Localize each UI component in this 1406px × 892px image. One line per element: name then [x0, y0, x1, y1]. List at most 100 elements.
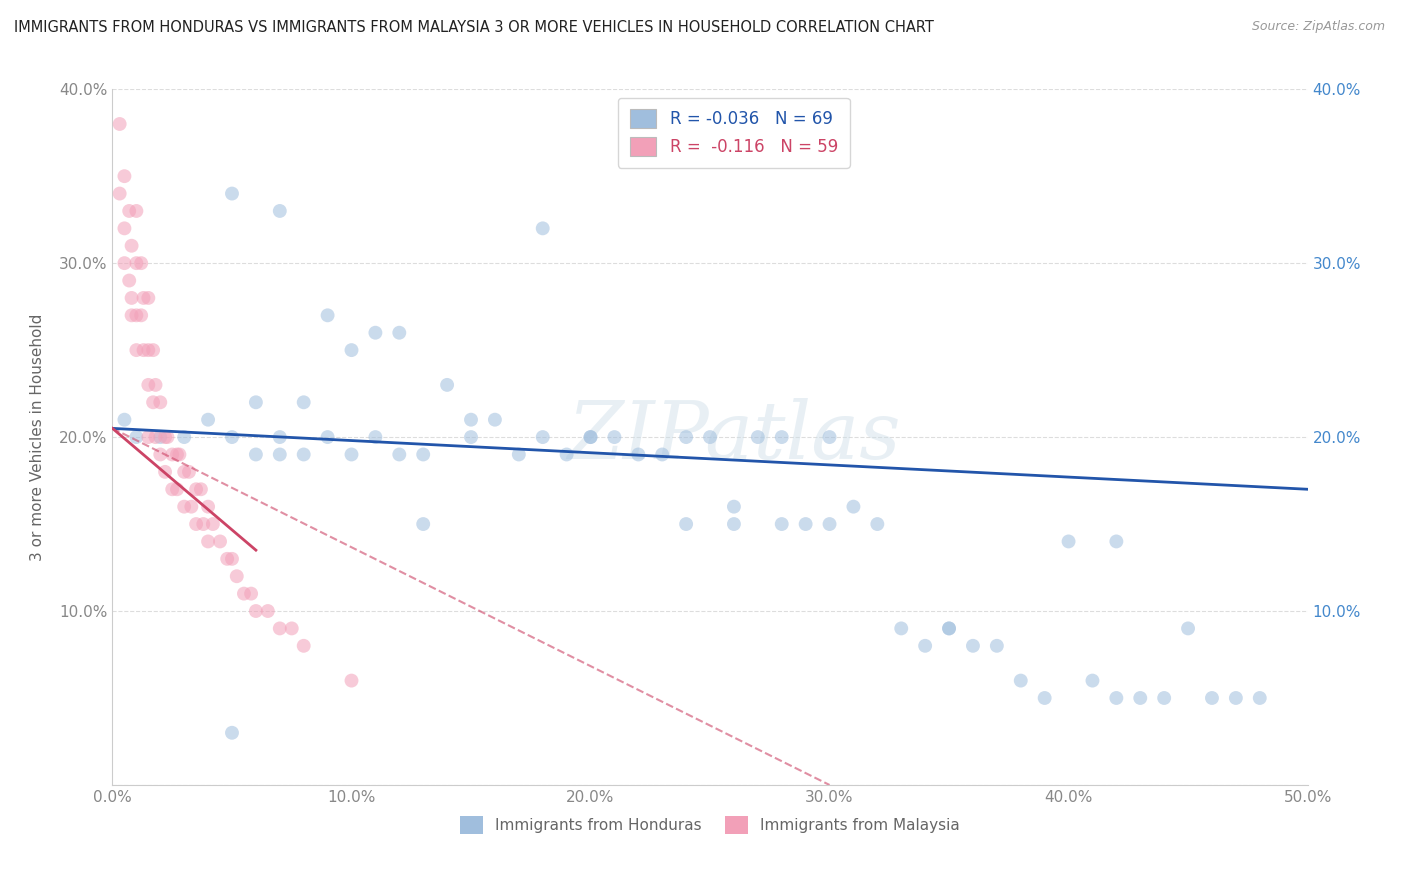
Point	[166, 482, 188, 496]
Point	[145, 430, 167, 444]
Point	[579, 430, 602, 444]
Point	[412, 447, 434, 462]
Point	[173, 500, 195, 514]
Point	[292, 395, 315, 409]
Point	[340, 673, 363, 688]
Legend: Immigrants from Honduras, Immigrants from Malaysia: Immigrants from Honduras, Immigrants fro…	[454, 810, 966, 840]
Point	[169, 447, 191, 462]
Point	[138, 291, 160, 305]
Point	[269, 447, 291, 462]
Point	[890, 621, 912, 635]
Point	[316, 308, 339, 322]
Point	[364, 326, 387, 340]
Point	[340, 343, 363, 357]
Point	[281, 621, 304, 635]
Point	[132, 343, 155, 357]
Y-axis label: 3 or more Vehicles in Household: 3 or more Vehicles in Household	[31, 313, 45, 561]
Point	[114, 169, 135, 184]
Text: Source: ZipAtlas.com: Source: ZipAtlas.com	[1251, 20, 1385, 33]
Point	[186, 516, 208, 531]
Point	[818, 430, 841, 444]
Point	[221, 430, 243, 444]
Point	[1081, 673, 1104, 688]
Point	[149, 430, 172, 444]
Point	[1057, 534, 1080, 549]
Point	[129, 308, 152, 322]
Point	[340, 447, 363, 462]
Point	[138, 377, 160, 392]
Point	[142, 395, 165, 409]
Point	[240, 587, 263, 601]
Point	[121, 238, 143, 253]
Point	[364, 430, 387, 444]
Point	[153, 465, 176, 479]
Point	[162, 447, 183, 462]
Point	[269, 621, 291, 635]
Point	[180, 500, 202, 514]
Point	[197, 412, 219, 426]
Point	[233, 587, 256, 601]
Point	[193, 516, 215, 531]
Point	[125, 308, 148, 322]
Point	[125, 203, 148, 218]
Point	[627, 447, 650, 462]
Point	[579, 430, 602, 444]
Point	[114, 412, 135, 426]
Point	[221, 186, 243, 201]
Point	[770, 516, 793, 531]
Point	[269, 203, 291, 218]
Point	[162, 482, 183, 496]
Point	[603, 430, 626, 444]
Point	[142, 343, 165, 357]
Point	[125, 256, 148, 270]
Point	[190, 482, 212, 496]
Point	[388, 447, 411, 462]
Point	[108, 117, 131, 131]
Point	[257, 604, 280, 618]
Point	[986, 639, 1008, 653]
Point	[114, 256, 135, 270]
Point	[842, 500, 865, 514]
Point	[699, 430, 721, 444]
Point	[186, 482, 208, 496]
Point	[217, 551, 239, 566]
Point	[794, 516, 817, 531]
Point	[245, 447, 267, 462]
Point	[125, 430, 148, 444]
Point	[269, 430, 291, 444]
Point	[436, 377, 458, 392]
Point	[1225, 690, 1247, 705]
Point	[1129, 690, 1152, 705]
Point	[651, 447, 673, 462]
Point	[460, 430, 482, 444]
Point	[138, 343, 160, 357]
Point	[1105, 690, 1128, 705]
Point	[723, 500, 745, 514]
Point	[209, 534, 232, 549]
Point	[118, 273, 141, 287]
Point	[1249, 690, 1271, 705]
Point	[153, 430, 176, 444]
Point	[156, 430, 179, 444]
Point	[914, 639, 936, 653]
Point	[149, 395, 172, 409]
Point	[1201, 690, 1223, 705]
Point	[1105, 534, 1128, 549]
Point	[118, 203, 141, 218]
Point	[938, 621, 960, 635]
Point	[245, 604, 267, 618]
Point	[108, 186, 131, 201]
Point	[292, 447, 315, 462]
Text: ZIPatlas: ZIPatlas	[567, 399, 901, 475]
Point	[177, 465, 200, 479]
Point	[938, 621, 960, 635]
Point	[121, 308, 143, 322]
Point	[531, 221, 554, 235]
Point	[245, 395, 267, 409]
Text: IMMIGRANTS FROM HONDURAS VS IMMIGRANTS FROM MALAYSIA 3 OR MORE VEHICLES IN HOUSE: IMMIGRANTS FROM HONDURAS VS IMMIGRANTS F…	[14, 20, 934, 35]
Point	[1153, 690, 1175, 705]
Point	[138, 430, 160, 444]
Point	[132, 291, 155, 305]
Point	[675, 516, 697, 531]
Point	[149, 447, 172, 462]
